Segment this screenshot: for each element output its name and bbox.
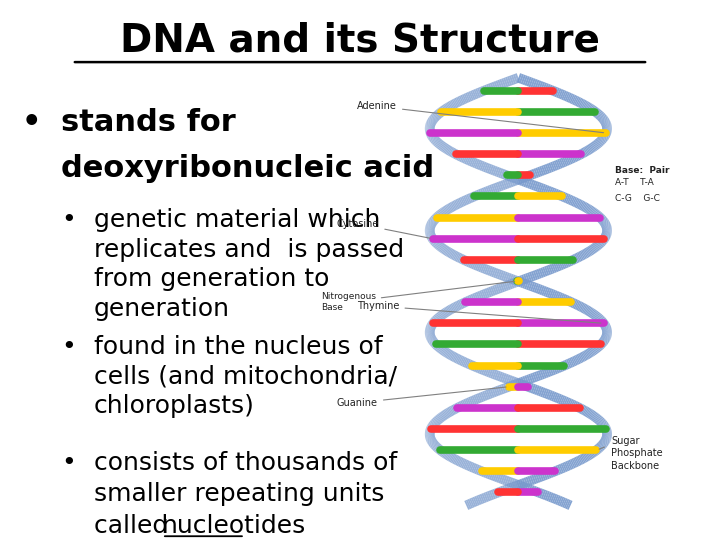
Text: Sugar
Phosphate
Backbone: Sugar Phosphate Backbone	[611, 436, 663, 470]
Text: C-G    G-C: C-G G-C	[615, 194, 660, 204]
Text: called: called	[94, 514, 176, 537]
Text: Cytosine: Cytosine	[337, 219, 430, 238]
Text: stands for: stands for	[61, 108, 236, 137]
Text: A-T    T-A: A-T T-A	[615, 178, 654, 187]
Text: Guanine: Guanine	[337, 387, 506, 408]
Text: found in the nucleus of
cells (and mitochondria/
chloroplasts): found in the nucleus of cells (and mitoc…	[94, 335, 397, 418]
Text: •: •	[61, 208, 76, 232]
Text: Adenine: Adenine	[357, 102, 603, 133]
Text: Nitrogenous
Base: Nitrogenous Base	[321, 281, 515, 312]
Text: •: •	[61, 451, 76, 475]
Text: •: •	[61, 335, 76, 359]
Text: deoxyribonucleic acid: deoxyribonucleic acid	[61, 154, 434, 183]
Text: •: •	[22, 108, 41, 137]
Text: Base:  Pair: Base: Pair	[615, 166, 670, 175]
Text: consists of thousands of: consists of thousands of	[94, 451, 397, 475]
Text: genetic material which
replicates and  is passed
from generation to
generation: genetic material which replicates and is…	[94, 208, 404, 321]
Text: DNA and its Structure: DNA and its Structure	[120, 22, 600, 59]
Text: nucleotides: nucleotides	[162, 514, 306, 537]
Text: smaller repeating units: smaller repeating units	[94, 482, 384, 506]
Text: Thymine: Thymine	[357, 301, 601, 323]
